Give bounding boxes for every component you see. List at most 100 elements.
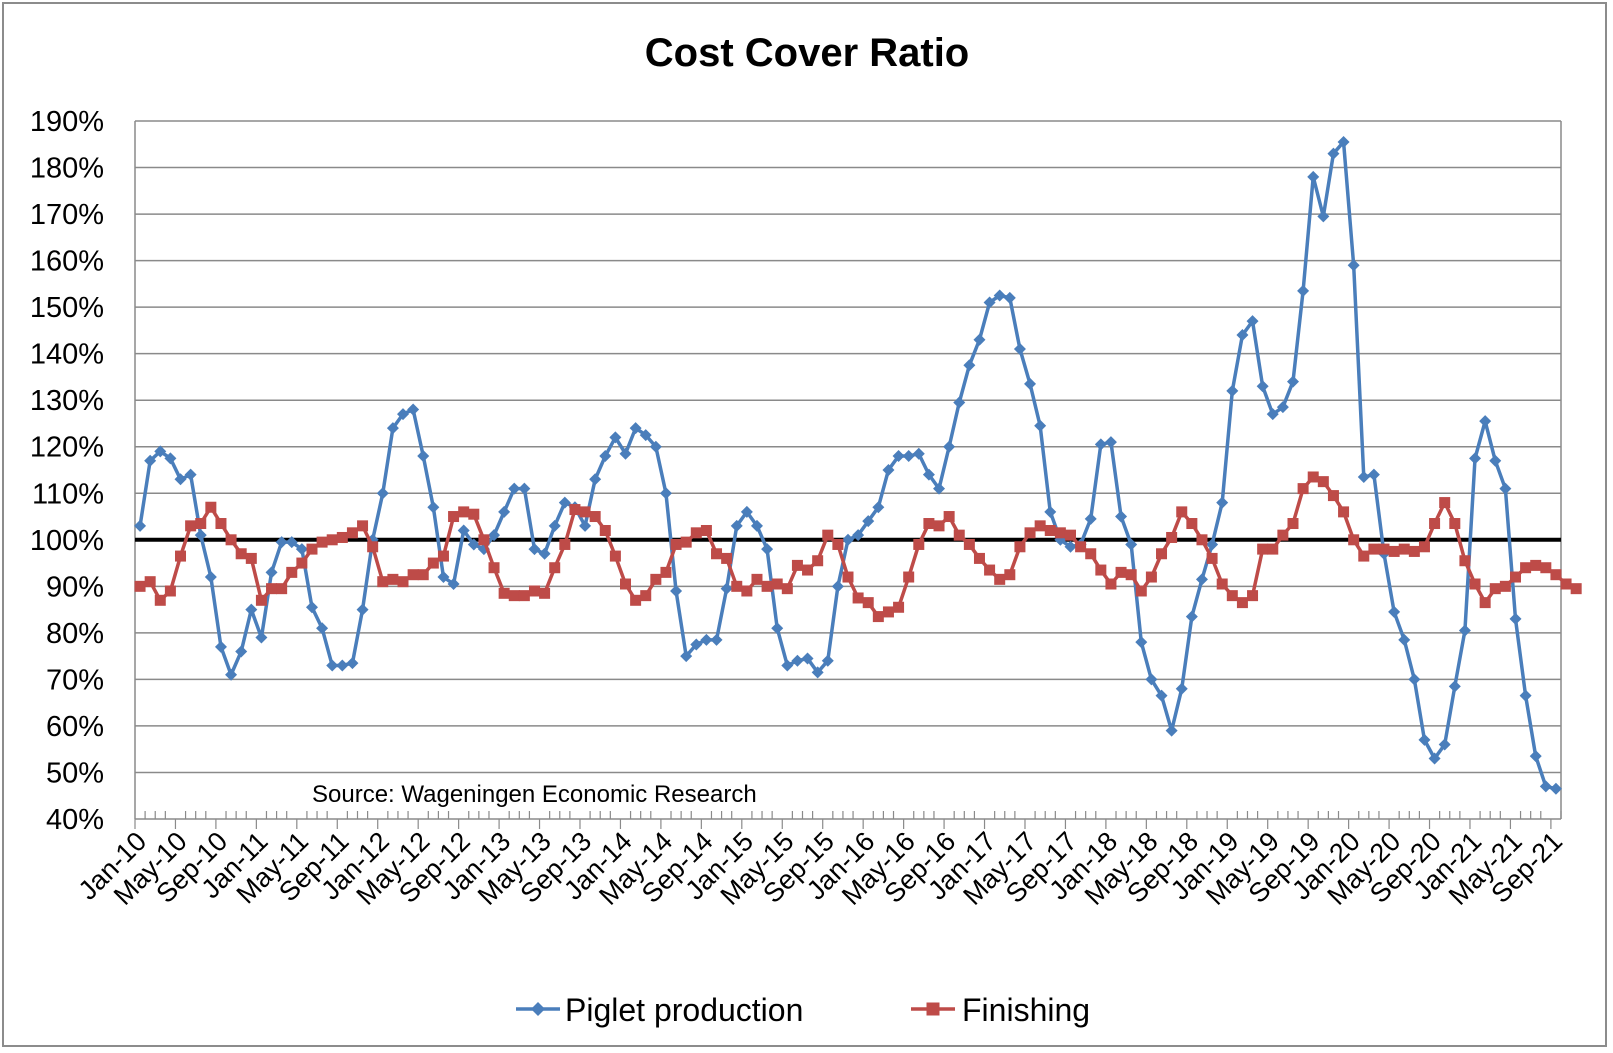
- data-point: [1216, 578, 1228, 590]
- data-point: [599, 524, 611, 536]
- data-point: [235, 645, 248, 658]
- data-point: [892, 450, 905, 463]
- data-point: [1418, 733, 1431, 746]
- data-point: [771, 622, 784, 635]
- data-point: [1367, 468, 1380, 481]
- data-point: [1054, 527, 1066, 539]
- legend: Piglet production Finishing: [516, 992, 1090, 1028]
- data-point: [1317, 210, 1330, 223]
- data-point: [1186, 518, 1198, 530]
- data-point: [508, 482, 521, 495]
- legend-label: Finishing: [962, 992, 1090, 1028]
- data-point: [629, 422, 642, 435]
- data-point: [448, 511, 460, 523]
- data-point: [811, 666, 824, 679]
- data-point: [842, 533, 854, 546]
- data-point: [225, 668, 238, 681]
- data-point: [1034, 520, 1046, 532]
- data-point: [437, 571, 450, 584]
- data-point: [346, 657, 359, 670]
- data-point: [872, 501, 885, 514]
- data-point: [1195, 573, 1208, 586]
- data-point: [973, 552, 985, 564]
- data-point: [711, 548, 723, 560]
- data-point: [1479, 415, 1492, 428]
- data-point: [670, 584, 683, 597]
- data-point: [397, 576, 409, 588]
- data-point: [1540, 562, 1552, 574]
- data-point: [245, 603, 258, 616]
- data-point: [1479, 597, 1491, 609]
- data-point: [1024, 527, 1036, 539]
- data-point: [1125, 569, 1137, 581]
- data-point: [1257, 543, 1269, 555]
- series-line-piglet-production: [138, 140, 1557, 791]
- data-point: [953, 529, 965, 541]
- data-point: [134, 580, 146, 592]
- legend-item-finishing: Finishing: [911, 992, 1090, 1028]
- data-point: [741, 585, 753, 597]
- data-point: [802, 564, 814, 576]
- data-point: [407, 403, 420, 416]
- data-point: [953, 396, 966, 409]
- data-point: [943, 440, 956, 453]
- data-point: [518, 482, 531, 495]
- x-axis: [134, 121, 1562, 829]
- data-point: [175, 550, 187, 562]
- data-point: [1297, 284, 1310, 297]
- data-point: [1307, 170, 1320, 183]
- legend-marker: [926, 1002, 940, 1016]
- data-point: [994, 573, 1006, 585]
- data-point: [750, 519, 763, 532]
- data-point: [761, 580, 773, 592]
- y-tick-label: 80%: [46, 618, 104, 650]
- data-point: [700, 633, 713, 646]
- data-point: [630, 594, 642, 606]
- data-point: [670, 538, 682, 550]
- series-group: [134, 135, 1582, 795]
- data-point: [407, 569, 419, 581]
- data-point: [619, 447, 632, 460]
- data-point: [225, 534, 237, 546]
- data-point: [751, 573, 763, 585]
- data-point: [913, 538, 925, 550]
- y-tick-label: 100%: [30, 525, 104, 557]
- y-tick-label: 60%: [46, 711, 104, 743]
- data-point: [609, 550, 621, 562]
- data-point: [468, 508, 480, 520]
- data-point: [164, 452, 177, 465]
- data-point: [144, 576, 156, 588]
- data-point: [1448, 680, 1461, 693]
- data-point: [275, 536, 288, 549]
- data-point: [1115, 566, 1127, 578]
- data-point: [1357, 470, 1370, 483]
- y-tick-label: 160%: [30, 246, 104, 278]
- data-point: [478, 534, 490, 546]
- data-point: [1084, 512, 1097, 525]
- data-point: [1550, 569, 1562, 581]
- data-point: [589, 473, 602, 486]
- data-point: [1095, 564, 1107, 576]
- data-point: [993, 289, 1006, 302]
- data-point: [1266, 408, 1279, 421]
- data-point: [437, 550, 449, 562]
- data-point: [730, 519, 743, 532]
- y-tick-label: 40%: [46, 804, 104, 836]
- data-point: [1105, 578, 1117, 590]
- data-point: [680, 650, 693, 663]
- data-point: [791, 559, 803, 571]
- data-point: [882, 464, 895, 476]
- y-tick-label: 170%: [30, 199, 104, 231]
- data-point: [1388, 605, 1401, 618]
- data-point: [1226, 384, 1239, 397]
- data-point: [1094, 438, 1107, 451]
- data-point: [1388, 545, 1400, 557]
- data-point: [1458, 624, 1471, 637]
- data-point: [1287, 518, 1299, 530]
- data-point: [498, 505, 511, 518]
- data-point: [609, 431, 622, 444]
- data-point: [1489, 583, 1501, 595]
- data-point: [1236, 597, 1248, 609]
- data-point: [377, 576, 389, 588]
